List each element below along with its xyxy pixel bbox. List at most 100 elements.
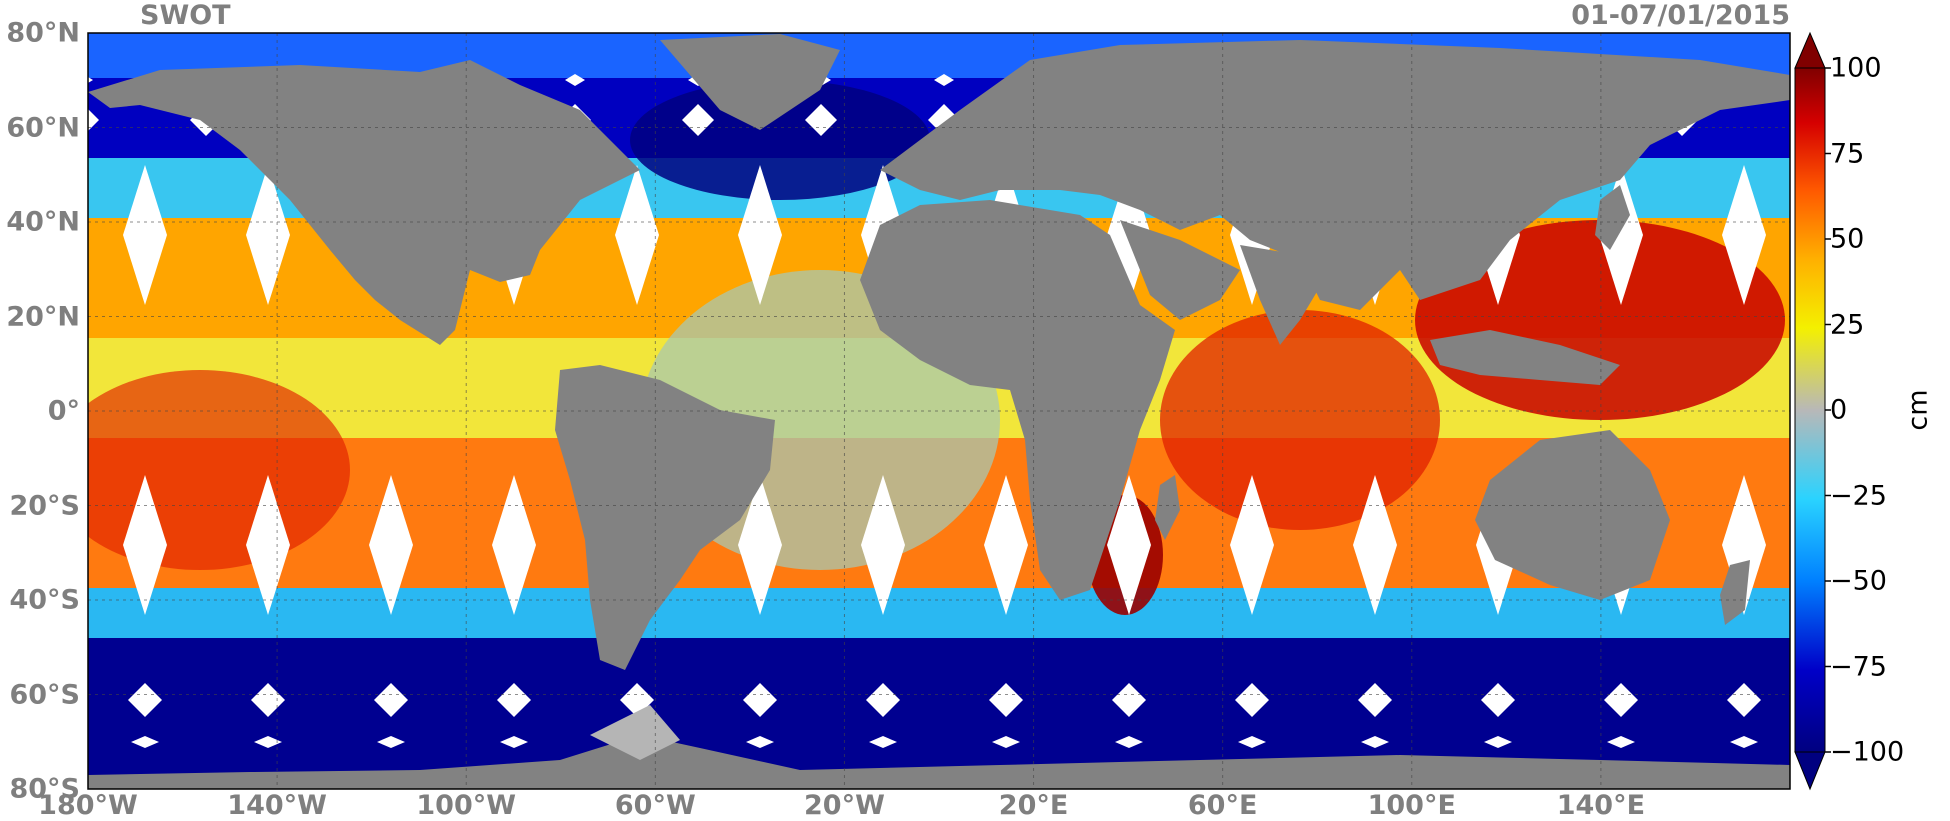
swath-gap: [1358, 683, 1392, 717]
swath-gap: [1115, 736, 1143, 748]
swath-gap: [1730, 736, 1758, 748]
swath-gap: [1361, 736, 1389, 748]
antarctica: [88, 735, 1790, 789]
swath-gap: [615, 165, 659, 305]
swath-gap: [1604, 683, 1638, 717]
date-range-label: 01-07/01/2015: [1571, 0, 1790, 31]
lon-label: 20°W: [804, 790, 885, 821]
madagascar: [1155, 475, 1180, 540]
colorbar: [1794, 31, 1831, 791]
lon-label: 60°W: [614, 790, 696, 821]
map-frame: [87, 32, 1791, 790]
swath-gap: [131, 736, 159, 748]
lon-label: 60°E: [1187, 790, 1258, 821]
swath-gap: [1238, 736, 1266, 748]
swath-gap: [251, 683, 285, 717]
colorbar-gradient: [1794, 67, 1826, 753]
swath-gap: [934, 74, 954, 86]
lon-label: 140°W: [227, 790, 327, 821]
swath-gap: [1353, 475, 1397, 615]
arabia: [1120, 220, 1240, 320]
lon-label: 20°E: [998, 790, 1069, 821]
colorbar-tick-label: −100: [1830, 736, 1905, 768]
land-masses: [88, 34, 1790, 789]
swath-gap: [861, 475, 905, 615]
swath-gap: [246, 165, 290, 305]
lat-label: 20°S: [9, 490, 80, 521]
swath-gap: [497, 683, 531, 717]
swath-gap: [992, 736, 1020, 748]
swath-gap: [866, 683, 900, 717]
lat-label: 80°N: [6, 17, 80, 49]
new-zealand: [1720, 560, 1750, 625]
swath-gap: [500, 736, 528, 748]
southeast-asia-islands: [1430, 330, 1620, 385]
swath-gap: [246, 475, 290, 615]
swath-gap: [1722, 165, 1766, 305]
south-midlat-band: [88, 588, 1790, 638]
colorbar-tick-label: 50: [1830, 223, 1865, 255]
swath-gap: [123, 165, 167, 305]
swath-gap: [88, 109, 99, 131]
antarctic-ice-shelf: [590, 705, 680, 760]
swath-gap: [128, 683, 162, 717]
swath-gap: [984, 475, 1028, 615]
australia: [1475, 430, 1670, 600]
swath-gap: [746, 736, 774, 748]
colorbar-tick-label: 25: [1830, 309, 1865, 340]
swath-gap: [1484, 736, 1512, 748]
east-indian-ocean-high: [1160, 310, 1440, 530]
swath-gap: [738, 165, 782, 305]
central-pacific-high: [88, 370, 350, 570]
japan: [1595, 185, 1630, 250]
lat-label: 80°S: [9, 773, 80, 805]
swath-gap: [1607, 736, 1635, 748]
swath-gap: [1112, 683, 1146, 717]
south-america: [555, 365, 775, 670]
swath-gap: [254, 736, 282, 748]
lat-label: 0°: [47, 395, 80, 427]
lon-label: 100°E: [1367, 790, 1456, 821]
swath-gap: [1230, 475, 1274, 615]
india: [1240, 245, 1330, 345]
swath-gap: [1727, 683, 1761, 717]
swath-gap: [492, 475, 536, 615]
swath-gap: [805, 104, 837, 136]
swath-gap: [369, 475, 413, 615]
colorbar-tick-label: 75: [1830, 138, 1865, 169]
colorbar-tick-label: 0: [1830, 394, 1848, 426]
swath-gap: [743, 683, 777, 717]
lat-label: 20°N: [6, 301, 80, 332]
swath-gap: [1107, 475, 1151, 615]
swath-gap: [374, 683, 408, 717]
lon-label: 140°E: [1556, 790, 1646, 821]
colorbar-bottom-extend: [1794, 751, 1826, 791]
lat-label: 40°S: [9, 584, 80, 616]
swath-gap: [1481, 683, 1515, 717]
colorbar-tick-label: −75: [1830, 651, 1887, 682]
lon-label: 100°W: [416, 790, 517, 821]
north-america: [88, 60, 640, 345]
swath-gap: [377, 736, 405, 748]
eurasia: [880, 40, 1790, 310]
swath-gap: [123, 475, 167, 615]
colorbar-top-extend: [1794, 31, 1826, 69]
swath-gap: [869, 736, 897, 748]
lat-label: 60°N: [6, 112, 80, 143]
lon-label: 180°W: [38, 790, 138, 821]
colorbar-tick-label: −25: [1830, 480, 1887, 511]
colorbar-unit: cm: [1902, 389, 1934, 431]
swath-gap: [989, 683, 1023, 717]
lat-label: 40°N: [6, 206, 80, 238]
swath-gap: [738, 475, 782, 615]
swath-gap: [1235, 683, 1269, 717]
lat-label: 60°S: [9, 679, 80, 710]
colorbar-tick-label: −50: [1830, 565, 1887, 597]
africa: [860, 200, 1175, 600]
map-title: SWOT: [140, 0, 231, 31]
map-gridlines: [88, 33, 1790, 789]
greenland: [660, 34, 840, 130]
colorbar-tick-label: 100: [1830, 52, 1882, 84]
